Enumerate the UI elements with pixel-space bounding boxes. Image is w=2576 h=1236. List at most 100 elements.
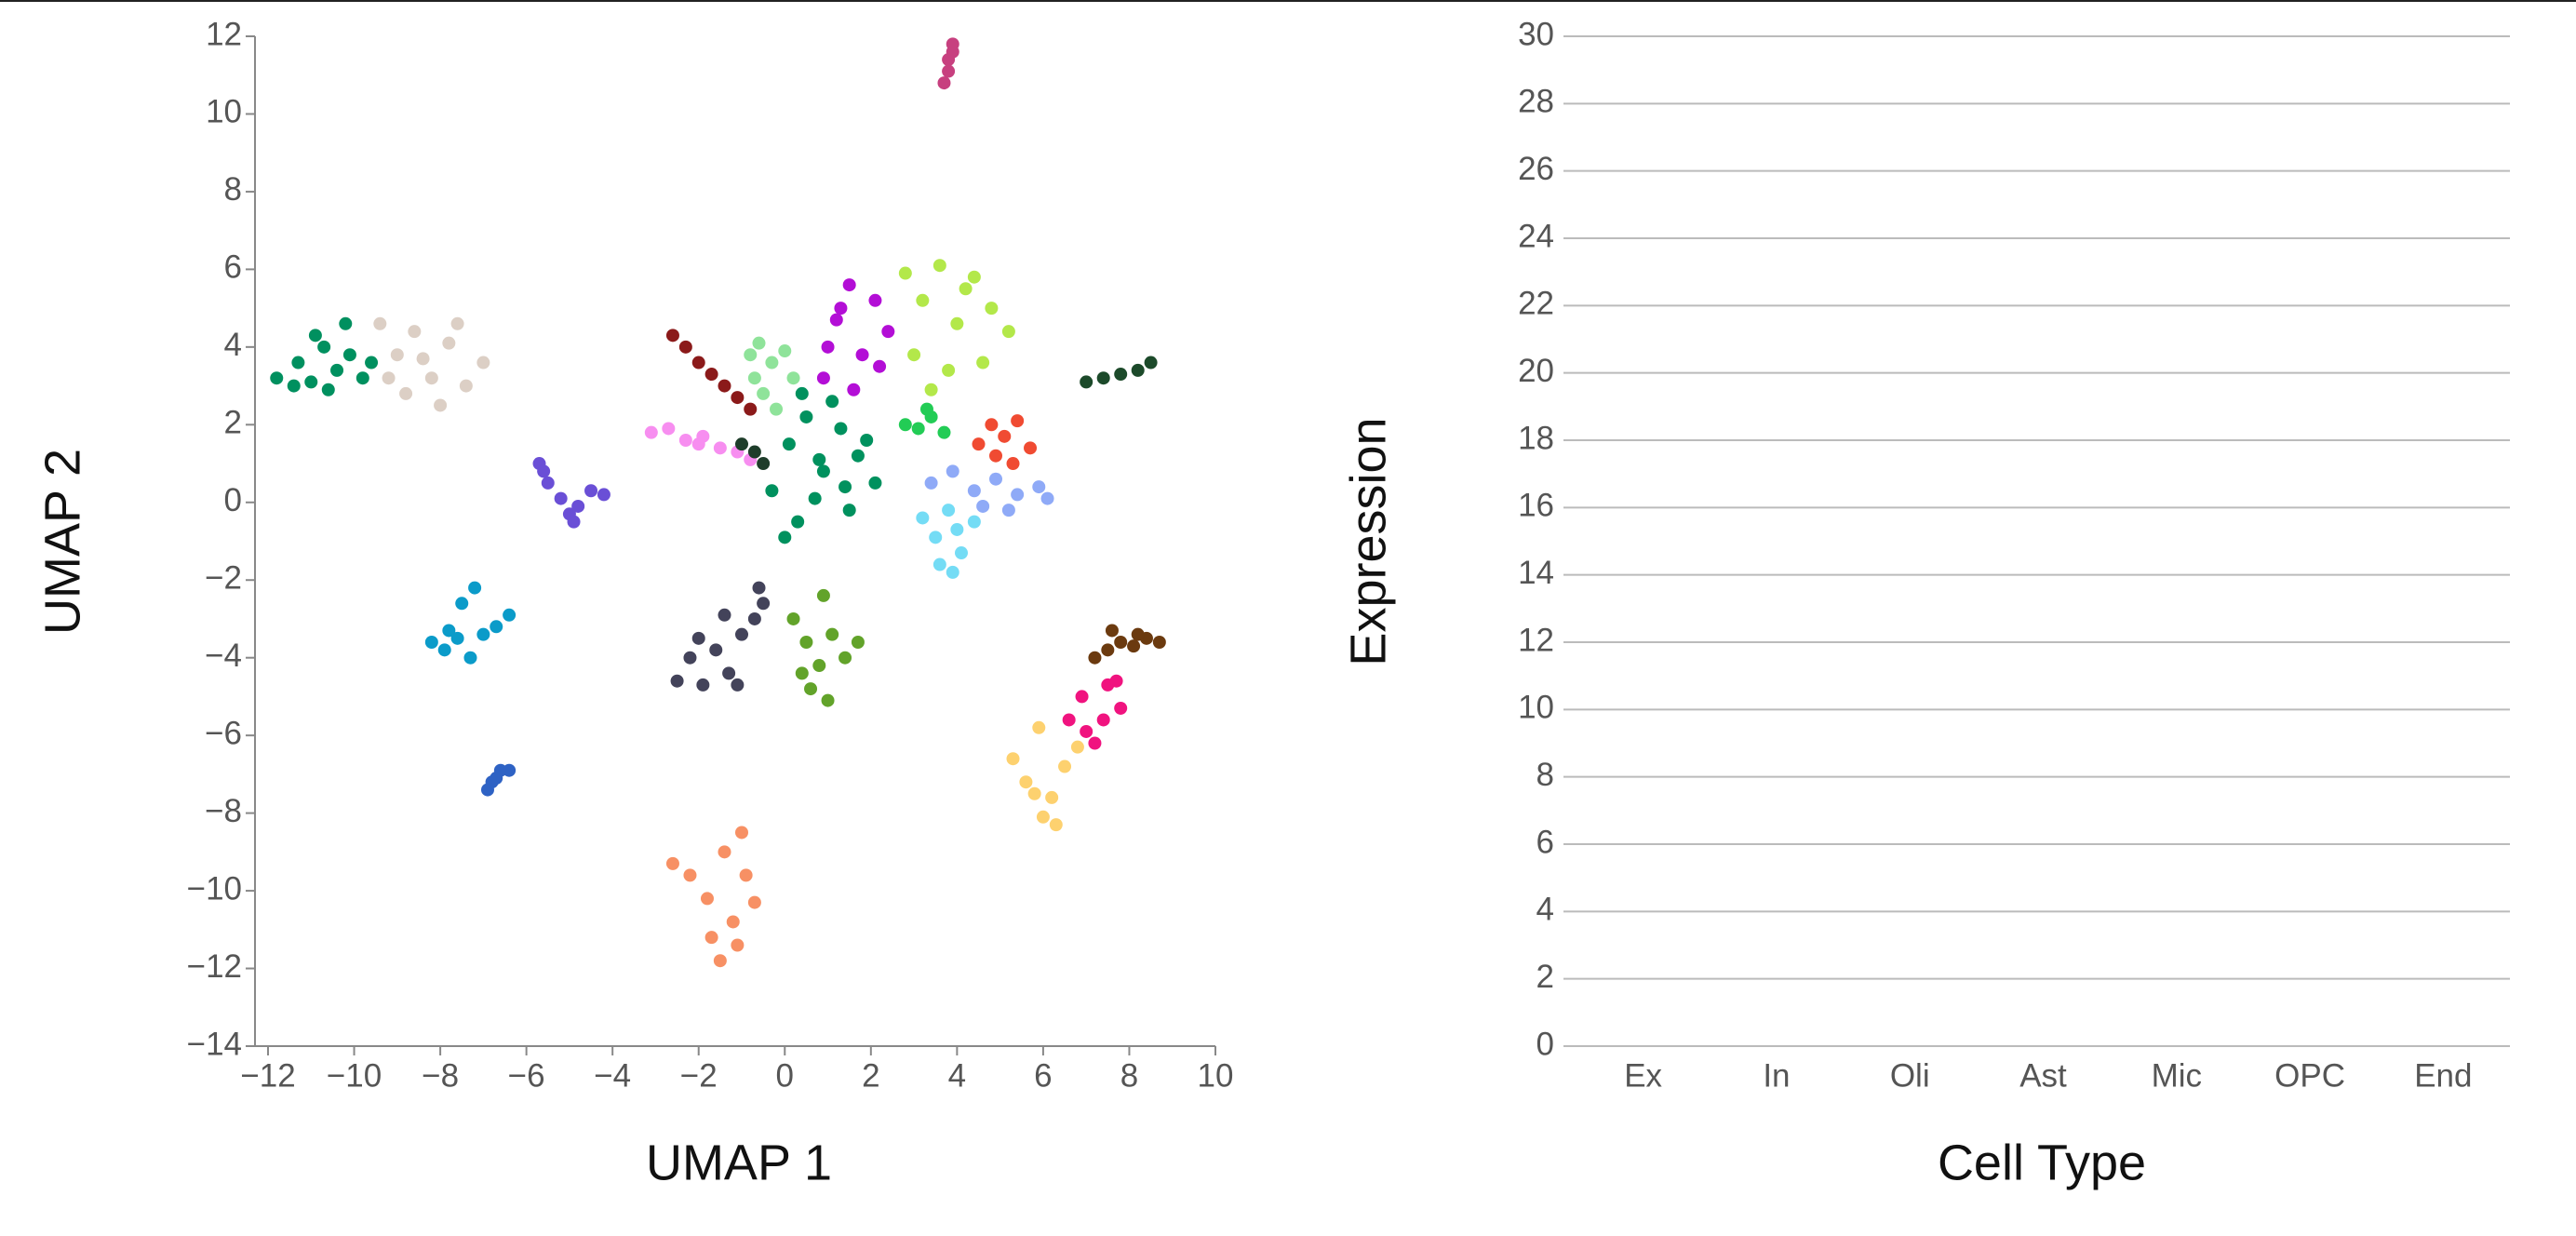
point	[747, 371, 761, 385]
point	[782, 437, 796, 451]
point	[972, 437, 986, 451]
point	[735, 627, 748, 641]
y-tick-label: 18	[1518, 420, 1554, 456]
y-tick-label: 12	[1518, 622, 1554, 658]
point	[812, 659, 826, 673]
point	[476, 627, 490, 641]
point	[503, 763, 517, 777]
point	[757, 457, 771, 471]
y-tick-label: 6	[224, 249, 242, 286]
point	[450, 631, 464, 645]
point	[437, 643, 451, 657]
point	[691, 356, 705, 369]
x-tick-label: 0	[776, 1057, 794, 1094]
point	[424, 371, 438, 385]
x-tick-label: −4	[594, 1057, 631, 1094]
point	[942, 504, 956, 517]
point	[1032, 480, 1046, 494]
point	[726, 915, 740, 929]
y-tick-label: 10	[1518, 690, 1554, 726]
y-axis-title: UMAP 2	[34, 449, 90, 635]
point	[537, 464, 551, 478]
point	[1109, 674, 1123, 688]
point	[825, 395, 839, 409]
point	[929, 531, 943, 544]
point	[816, 588, 830, 602]
point	[287, 379, 301, 393]
point	[696, 678, 710, 692]
point	[1036, 810, 1050, 824]
point	[1088, 736, 1102, 750]
point	[1114, 368, 1128, 382]
x-tick-label: End	[2414, 1057, 2472, 1094]
point	[1088, 651, 1102, 665]
x-axis-title: Cell Type	[1938, 1135, 2146, 1190]
point	[1114, 636, 1128, 649]
point	[1040, 491, 1054, 505]
point	[731, 678, 745, 692]
point	[825, 627, 839, 641]
point	[1011, 414, 1025, 428]
point	[342, 348, 356, 362]
point	[770, 402, 784, 416]
point	[541, 476, 555, 490]
point	[989, 449, 1003, 463]
point	[442, 336, 456, 350]
point	[847, 383, 861, 396]
point	[468, 581, 482, 595]
point	[1006, 457, 1020, 471]
point	[950, 522, 964, 536]
point	[942, 363, 956, 377]
point	[670, 674, 684, 688]
point	[976, 356, 990, 369]
x-tick-label: Mic	[2152, 1057, 2202, 1094]
point	[757, 386, 771, 400]
point	[744, 402, 758, 416]
point	[691, 631, 705, 645]
y-tick-label: 22	[1518, 286, 1554, 322]
point	[998, 429, 1012, 443]
point	[503, 608, 517, 622]
point	[812, 452, 826, 466]
x-tick-label: 8	[1120, 1057, 1138, 1094]
point	[718, 379, 731, 393]
point	[665, 856, 679, 870]
y-tick-label: 10	[206, 94, 242, 130]
point	[919, 402, 933, 416]
point	[1001, 504, 1015, 517]
point	[851, 636, 865, 649]
point	[1131, 363, 1145, 377]
point	[821, 693, 835, 707]
point	[786, 371, 800, 385]
point	[644, 425, 658, 439]
point	[778, 344, 792, 358]
point	[399, 386, 413, 400]
point	[747, 611, 761, 625]
point	[834, 422, 848, 436]
point	[416, 352, 430, 366]
point	[954, 546, 968, 560]
point	[1049, 818, 1063, 832]
point	[967, 270, 981, 284]
y-tick-label: 16	[1518, 488, 1554, 524]
point	[778, 531, 792, 544]
point	[678, 340, 692, 354]
point	[873, 359, 887, 373]
point	[976, 499, 990, 513]
point	[390, 348, 404, 362]
point	[713, 954, 727, 968]
point	[839, 651, 852, 665]
point	[967, 484, 981, 498]
x-tick-label: −8	[422, 1057, 459, 1094]
y-tick-label: 8	[224, 171, 242, 208]
point	[839, 480, 852, 494]
y-tick-label: 12	[206, 16, 242, 52]
point	[683, 651, 697, 665]
point	[424, 636, 438, 649]
point	[442, 624, 456, 638]
y-tick-label: 8	[1536, 757, 1554, 793]
point	[1075, 690, 1089, 704]
point	[834, 302, 848, 316]
point	[937, 76, 951, 90]
y-tick-label: −14	[187, 1026, 242, 1062]
